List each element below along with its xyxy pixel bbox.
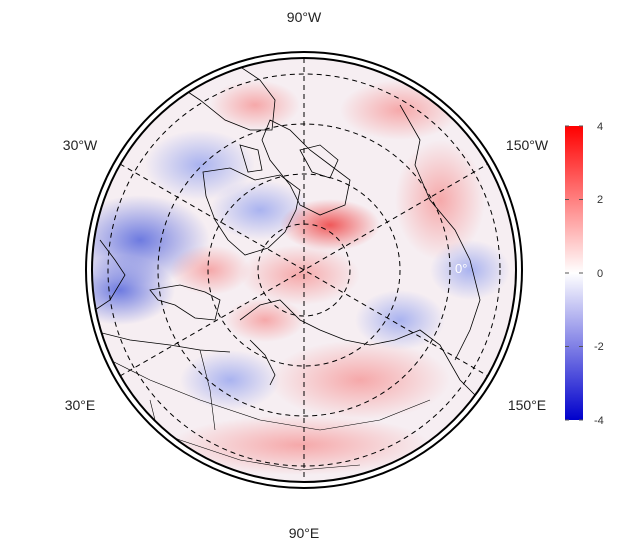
- colorbar-tick-label: 2: [597, 194, 603, 206]
- graticule-labels: 90°W 30°W 150°W 30°E 150°E 90°E: [63, 9, 549, 541]
- map-border: [85, 51, 523, 489]
- label-150w: 150°W: [506, 137, 549, 153]
- label-150e: 150°E: [508, 397, 546, 413]
- label-30w: 30°W: [63, 137, 98, 153]
- colorbar: 4 2 0 -2 -4: [565, 121, 604, 427]
- colorbar-tick-label: -2: [594, 341, 604, 353]
- inline-lat-label: 0°: [455, 261, 467, 276]
- label-90e: 90°E: [289, 525, 320, 541]
- colorbar-tick-label: -4: [594, 415, 604, 427]
- label-30e: 30°E: [65, 397, 96, 413]
- colorbar-tick-label: 0: [597, 268, 603, 280]
- colorbar-tick-labels: 4 2 0 -2 -4: [594, 121, 604, 427]
- colorbar-tick-label: 4: [597, 121, 603, 133]
- colorbar-ticks: [565, 125, 583, 421]
- map-disc: 0°: [92, 58, 516, 482]
- label-90w: 90°W: [287, 9, 322, 25]
- graticule-meridians: [119, 58, 489, 482]
- colorbar-gradient: [565, 126, 583, 420]
- coastlines: [92, 59, 481, 471]
